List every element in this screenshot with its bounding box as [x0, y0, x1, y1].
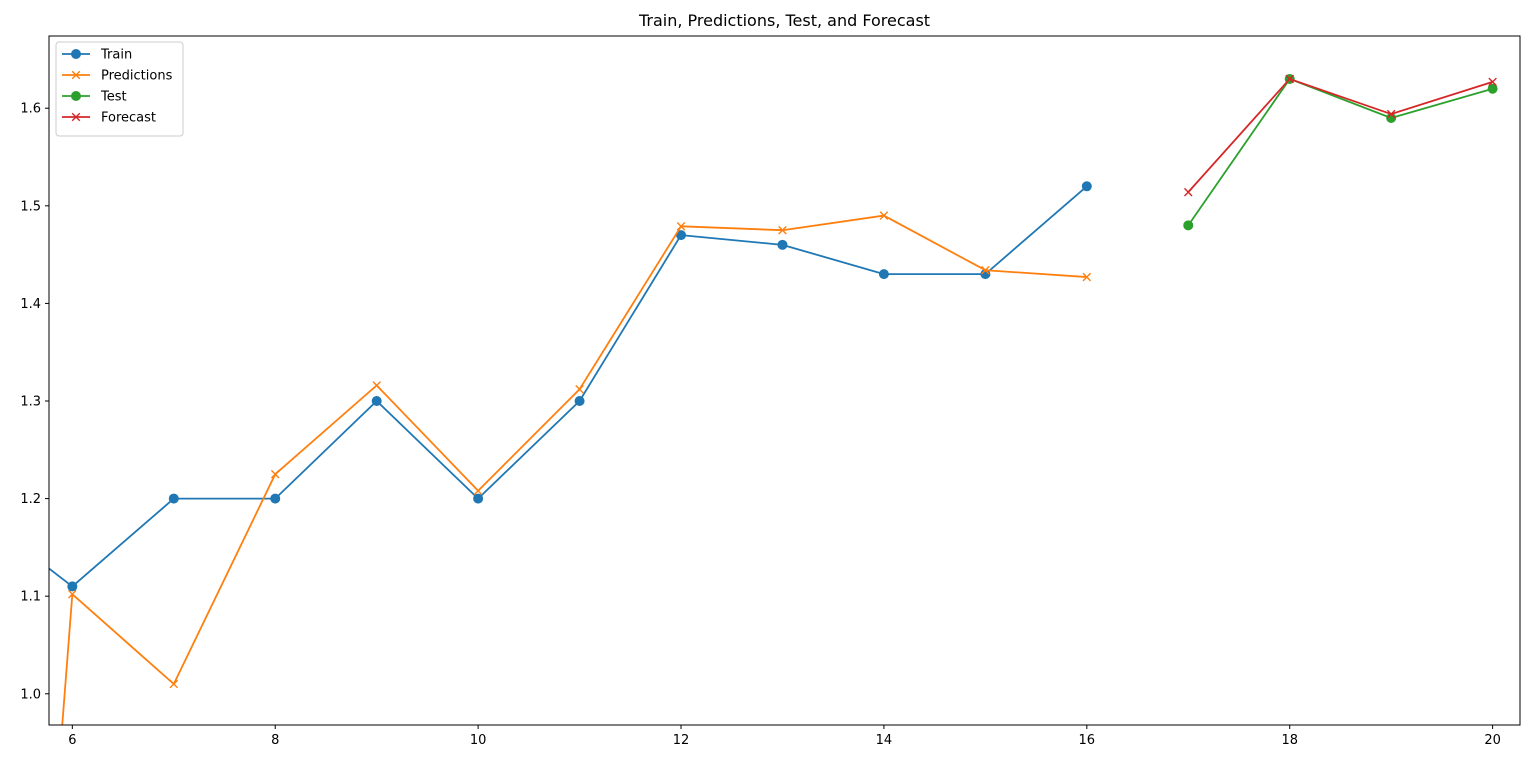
x-tick-label: 12: [673, 733, 690, 748]
data-point-train: [878, 269, 889, 280]
data-point-train: [777, 239, 788, 250]
series-layer: [49, 73, 1498, 725]
data-point-train: [67, 581, 78, 592]
legend: Train Predictions Test Forecast: [55, 41, 184, 137]
legend-box: [55, 41, 184, 137]
data-point-forecast: [1386, 109, 1396, 119]
y-tick-label: 1.5: [20, 199, 41, 214]
series-line-test: [1187, 78, 1493, 226]
series-forecast: [1183, 74, 1497, 197]
legend-item-train: Train: [62, 48, 132, 63]
y-tick-label: 1.6: [20, 102, 41, 117]
data-point-predictions: [981, 265, 990, 275]
data-point-predictions: [575, 384, 584, 394]
data-point-train: [371, 395, 382, 406]
data-point-train: [473, 493, 484, 504]
data-point-train: [168, 493, 179, 504]
x-tick-label: 20: [1484, 733, 1501, 748]
data-point-forecast: [1183, 187, 1193, 197]
data-point-test: [1487, 83, 1498, 94]
x-tick-label: 14: [876, 733, 893, 748]
data-point-predictions: [778, 225, 787, 235]
data-point-train: [1081, 181, 1092, 192]
series-train: [49, 181, 1092, 592]
data-point-predictions: [879, 211, 889, 220]
series-line-forecast: [1187, 78, 1493, 193]
data-point-predictions: [1082, 272, 1092, 282]
legend-label: Predictions: [101, 69, 173, 84]
data-point-train: [270, 493, 281, 504]
y-tick-label: 1.4: [20, 297, 41, 312]
legend-label: Train: [100, 48, 132, 63]
plot-frame: [48, 35, 1521, 726]
y-tick-label: 1.1: [20, 590, 41, 605]
y-tick-label: 1.0: [20, 687, 41, 702]
series-line-train: [49, 185, 1088, 588]
legend-swatch-marker: [71, 112, 81, 122]
data-point-predictions: [270, 469, 280, 479]
x-tick-label: 18: [1281, 733, 1298, 748]
series-predictions: [61, 211, 1092, 725]
series-line-predictions: [61, 214, 1087, 725]
data-point-predictions: [372, 381, 381, 390]
data-point-predictions: [473, 486, 483, 496]
y-axis: 1.0 1.1 1.2 1.3 1.4 1.5 1.6: [20, 102, 49, 702]
legend-item-forecast: Forecast: [62, 111, 156, 126]
x-tick-label: 8: [271, 733, 279, 748]
legend-label: Test: [100, 90, 127, 105]
data-point-predictions: [68, 589, 77, 599]
data-point-test: [1183, 220, 1194, 231]
x-axis: 6 8 10 12 14 16 18 20: [68, 725, 1501, 748]
y-tick-label: 1.2: [20, 492, 41, 507]
y-tick-label: 1.3: [20, 394, 41, 409]
x-tick-label: 10: [470, 733, 487, 748]
legend-label: Forecast: [101, 111, 156, 126]
legend-swatch-marker: [71, 70, 81, 80]
legend-swatch-marker: [71, 49, 81, 59]
data-point-predictions: [169, 679, 179, 689]
legend-item-test: Test: [62, 90, 127, 105]
chart-title: Train, Predictions, Test, and Forecast: [638, 11, 930, 30]
data-point-predictions: [676, 222, 686, 231]
x-tick-label: 6: [68, 733, 76, 748]
legend-swatch-marker: [71, 91, 81, 101]
data-point-forecast: [1488, 77, 1497, 87]
series-test: [1183, 73, 1498, 231]
data-point-train: [574, 395, 585, 406]
data-point-forecast: [1285, 74, 1295, 84]
legend-item-predictions: Predictions: [62, 69, 173, 84]
x-tick-label: 16: [1079, 733, 1096, 748]
